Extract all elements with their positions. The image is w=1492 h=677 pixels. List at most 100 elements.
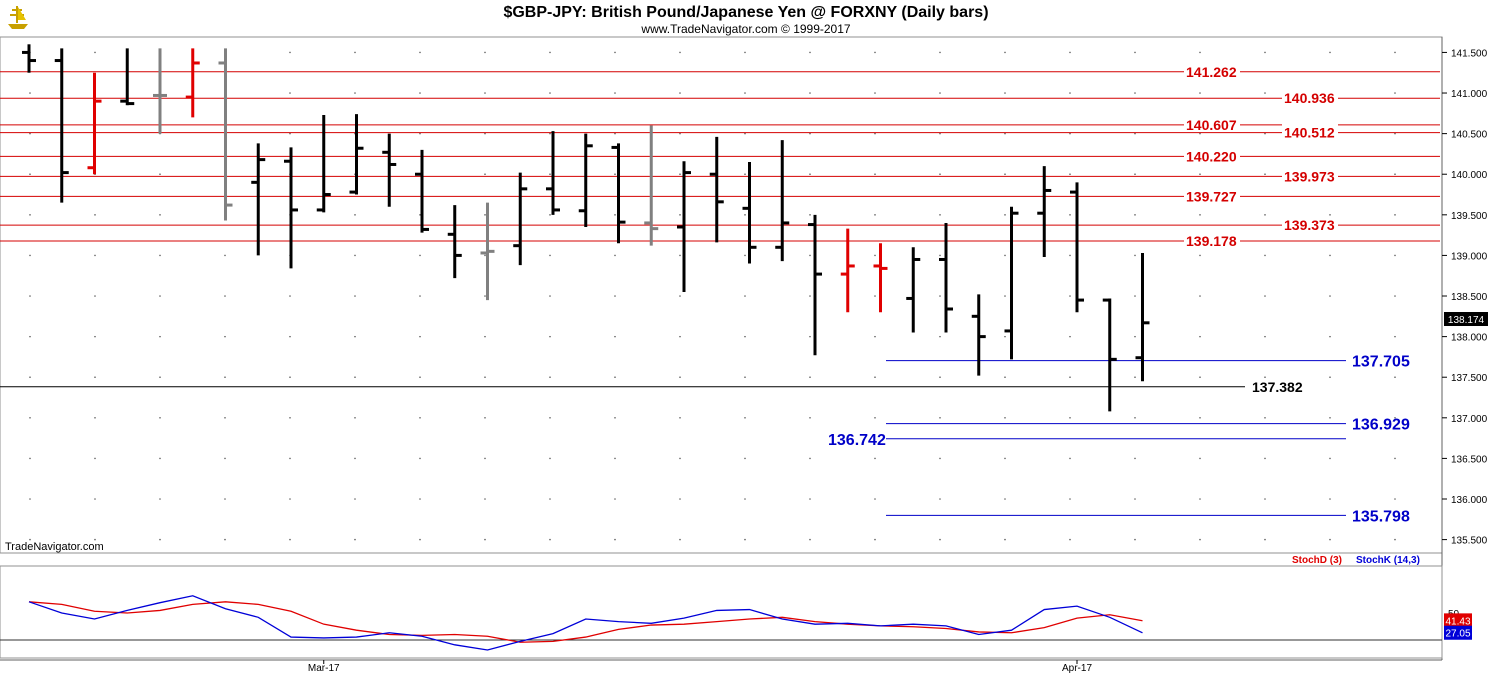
grid-dot [614, 254, 616, 257]
level-label-bg [1282, 123, 1338, 141]
grid-dot [939, 498, 941, 500]
grid-dot [1199, 335, 1201, 338]
level-label-bg [1184, 62, 1240, 80]
grid-dot [874, 214, 876, 216]
grid-dot [1394, 295, 1396, 297]
grid-dot [1199, 173, 1201, 176]
grid-dot [874, 457, 876, 460]
grid-dot [1069, 457, 1071, 460]
grid-dot [29, 335, 31, 338]
grid-dot [1199, 538, 1201, 541]
grid-dot [1134, 92, 1136, 94]
grid-dot [939, 51, 941, 54]
grid-dot [289, 417, 291, 419]
grid-dot [939, 254, 941, 257]
grid-dot [1004, 295, 1006, 297]
grid-dot [744, 132, 746, 135]
grid-dot [1329, 335, 1331, 338]
grid-dot [1329, 214, 1331, 216]
grid-dot [1329, 417, 1331, 419]
chart-subtitle: www.TradeNavigator.com © 1999-2017 [640, 22, 850, 36]
stoch-value-box [1444, 625, 1472, 640]
grid-dot [29, 132, 31, 135]
grid-dot [1264, 498, 1266, 500]
date-axis: Mar-17 Apr-17 [308, 660, 1092, 674]
grid-dot [744, 295, 746, 297]
grid-dot [159, 295, 161, 297]
price-panel [0, 36, 1443, 554]
grid-dot [354, 457, 356, 460]
grid-dot [484, 254, 486, 257]
grid-dot [289, 295, 291, 297]
grid-dot [874, 498, 876, 500]
grid-dot [419, 335, 421, 338]
grid-dot [354, 498, 356, 500]
y-tick-label: 136.000 [1451, 495, 1488, 506]
ohlc-bars [22, 44, 1150, 412]
y-tick-label: 138.000 [1451, 333, 1488, 344]
resistance-label: 139.727 [1186, 188, 1237, 204]
grid-dot [1069, 173, 1071, 176]
grid-dot [1329, 295, 1331, 297]
grid-dot [484, 92, 486, 94]
y-tick-label: 135.500 [1451, 536, 1488, 547]
grid-dot [29, 457, 31, 460]
grid-dot [484, 132, 486, 135]
resistance-label: 140.220 [1186, 148, 1237, 164]
level-label-bg [1184, 187, 1240, 205]
resistance-label: 139.373 [1284, 217, 1335, 233]
y-tick-label: 138.500 [1451, 292, 1488, 303]
grid-dot [874, 92, 876, 94]
grid-dot [809, 376, 811, 379]
grid-dot [549, 498, 551, 500]
level-label-bg [1184, 115, 1240, 133]
grid-dot [874, 132, 876, 135]
grid-dot [419, 92, 421, 94]
grid-dot [1264, 51, 1266, 54]
grid-dot [419, 254, 421, 257]
grid-dot [484, 376, 486, 379]
grid-dot [1394, 376, 1396, 379]
grid-dot [874, 51, 876, 54]
grid-dot [744, 51, 746, 54]
grid-dot [614, 173, 616, 176]
grid-dot [1329, 254, 1331, 257]
grid-dot [1264, 457, 1266, 460]
grid-dot [94, 417, 96, 419]
grid-dot [614, 457, 616, 460]
grid-dot [159, 538, 161, 541]
grid-dot [1069, 254, 1071, 257]
grid-dot [549, 214, 551, 216]
resistance-label: 140.936 [1284, 90, 1335, 106]
grid-dot [549, 376, 551, 379]
grid-dot [549, 132, 551, 135]
support-label: 135.798 [1352, 508, 1410, 525]
y-tick-label: 140.500 [1451, 130, 1488, 141]
grid-dot [354, 335, 356, 338]
grid-dot [224, 376, 226, 379]
grid-dot [1004, 132, 1006, 135]
level-label-bg [1184, 231, 1240, 249]
grid-dot [679, 92, 681, 94]
grid-dot [1004, 254, 1006, 257]
level-label-bg [1184, 147, 1240, 165]
grid-dot [614, 92, 616, 94]
grid-dot [614, 51, 616, 54]
grid-dot [419, 457, 421, 460]
grid-dot [1394, 417, 1396, 419]
grid-dot [874, 335, 876, 338]
grid-dot [419, 498, 421, 500]
grid-dot [1134, 295, 1136, 297]
stoch-value-box [1444, 613, 1472, 628]
grid-dot [744, 457, 746, 460]
chart-title: $GBP-JPY: British Pound/Japanese Yen @ F… [503, 4, 988, 21]
grid-dot [1134, 132, 1136, 135]
grid-dot [354, 295, 356, 297]
grid-dot [679, 254, 681, 257]
grid-dot [484, 498, 486, 500]
grid-dot [159, 254, 161, 257]
grid-dot [1004, 376, 1006, 379]
grid-dot [939, 92, 941, 94]
grid-dot [744, 173, 746, 176]
grid-dot [874, 295, 876, 297]
